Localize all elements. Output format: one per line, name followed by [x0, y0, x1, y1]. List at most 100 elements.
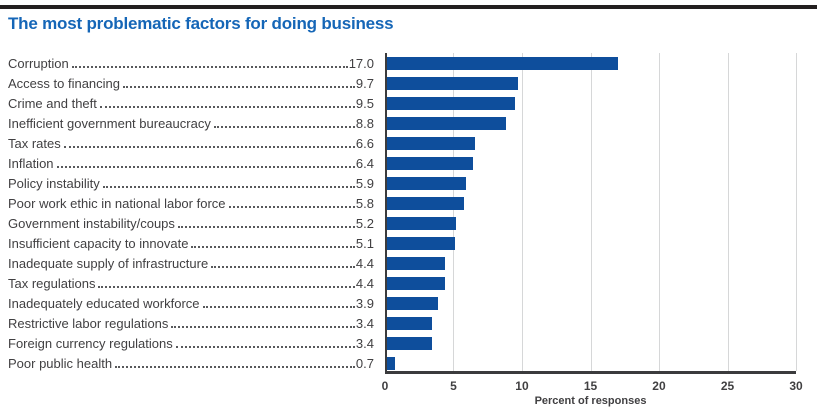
x-axis-ticks: 0 5 10 15 20 25 30	[381, 379, 803, 393]
gridline	[796, 53, 797, 371]
category-value: 4.4	[355, 255, 374, 271]
category-value: 4.4	[355, 275, 374, 291]
category-list: Corruption 17.0 Access to financing 9.7 Crim…	[8, 53, 374, 373]
chart-title: The most problematic factors for doing b…	[8, 14, 394, 33]
y-axis-line	[385, 53, 387, 374]
category-row: Crime and theft 9.5	[8, 93, 374, 113]
x-tick-label: 0	[381, 379, 389, 393]
category-row: Policy instability 5.9	[8, 173, 374, 193]
dotted-leader	[99, 106, 355, 108]
category-value: 5.1	[355, 235, 374, 251]
bar	[387, 296, 439, 310]
dotted-leader	[123, 86, 355, 88]
category-label: Government instability/coups	[8, 215, 175, 231]
category-row: Access to financing 9.7	[8, 73, 374, 93]
category-value: 0.7	[355, 355, 374, 371]
category-value: 17.0	[348, 55, 374, 71]
bar	[387, 156, 473, 170]
category-value: 5.2	[355, 215, 374, 231]
dotted-leader	[71, 66, 348, 68]
gridline	[727, 53, 729, 371]
category-label: Tax rates	[8, 135, 61, 151]
category-label: Insufficient capacity to innovate	[8, 235, 189, 251]
bar	[387, 76, 518, 90]
x-axis-line	[385, 371, 796, 374]
category-label: Restrictive labor regulations	[8, 315, 169, 331]
chart-area: 0 5 10 15 20 25 30 Percent of responses	[381, 53, 803, 407]
category-label: Inadequate supply of infrastructure	[8, 255, 209, 271]
bar	[387, 56, 618, 70]
category-row: Insufficient capacity to innovate 5.1	[8, 233, 374, 253]
bar	[387, 276, 446, 290]
x-axis-title: Percent of responses	[534, 395, 647, 407]
category-label: Inefficient government bureaucracy	[8, 115, 211, 131]
dotted-leader	[171, 326, 355, 328]
category-row: Corruption 17.0	[8, 53, 374, 73]
dotted-leader	[102, 186, 355, 188]
category-row: Foreign currency regulations 3.4	[8, 333, 374, 353]
category-value: 6.4	[355, 155, 374, 171]
dotted-leader	[175, 346, 355, 348]
dotted-leader	[177, 226, 355, 228]
dotted-leader	[213, 126, 355, 128]
x-tick-label: 15	[583, 379, 598, 393]
category-value: 3.4	[355, 335, 374, 351]
category-label: Poor work ethic in national labor force	[8, 195, 226, 211]
bar	[387, 316, 432, 330]
category-label: Crime and theft	[8, 95, 97, 111]
x-tick-label: 5	[450, 379, 457, 393]
x-tick-label: 20	[652, 379, 666, 393]
dotted-leader	[115, 366, 355, 368]
bar	[387, 176, 466, 190]
category-row: Government instability/coups 5.2	[8, 213, 374, 233]
category-value: 6.6	[355, 135, 374, 151]
category-label: Inadequately educated workforce	[8, 295, 200, 311]
bar	[387, 196, 465, 210]
category-label: Tax regulations	[8, 275, 96, 291]
category-row: Inadequate supply of infrastructure 4.4	[8, 253, 374, 273]
category-row: Tax rates 6.6	[8, 133, 374, 153]
dotted-leader	[63, 146, 355, 148]
top-rule	[0, 5, 817, 9]
x-tick-label: 25	[720, 379, 735, 393]
gridline	[590, 53, 592, 371]
category-label: Policy instability	[8, 175, 100, 191]
category-row: Inadequately educated workforce 3.9	[8, 293, 374, 313]
x-tick-label: 30	[789, 379, 803, 393]
category-row: Poor work ethic in national labor force 5…	[8, 193, 374, 213]
bar	[387, 236, 455, 250]
category-value: 8.8	[355, 115, 374, 131]
category-value: 9.5	[355, 95, 374, 111]
bar	[387, 96, 516, 110]
category-value: 5.8	[355, 195, 374, 211]
category-row: Inflation 6.4	[8, 153, 374, 173]
dotted-leader	[56, 166, 355, 168]
gridline	[658, 53, 660, 371]
category-row: Poor public health 0.7	[8, 353, 374, 373]
category-label: Inflation	[8, 155, 54, 171]
plot-area	[385, 53, 797, 374]
bar	[387, 216, 457, 230]
dotted-leader	[98, 286, 355, 288]
category-value: 5.9	[355, 175, 374, 191]
category-row: Inefficient government bureaucracy 8.8	[8, 113, 374, 133]
category-row: Tax regulations 4.4	[8, 273, 374, 293]
category-value: 3.4	[355, 315, 374, 331]
category-label: Poor public health	[8, 355, 113, 371]
bar	[387, 136, 476, 150]
gridline	[453, 53, 455, 371]
bar	[387, 116, 506, 130]
category-value: 9.7	[355, 75, 374, 91]
category-value: 3.9	[355, 295, 374, 311]
x-tick-label: 10	[515, 379, 529, 393]
dotted-leader	[211, 266, 355, 268]
category-label: Access to financing	[8, 75, 121, 91]
gridline	[521, 53, 523, 371]
bar	[387, 256, 446, 270]
category-row: Restrictive labor regulations 3.4	[8, 313, 374, 333]
dotted-leader	[228, 206, 355, 208]
category-label: Corruption	[8, 55, 69, 71]
bar	[387, 356, 395, 370]
category-label: Foreign currency regulations	[8, 335, 173, 351]
